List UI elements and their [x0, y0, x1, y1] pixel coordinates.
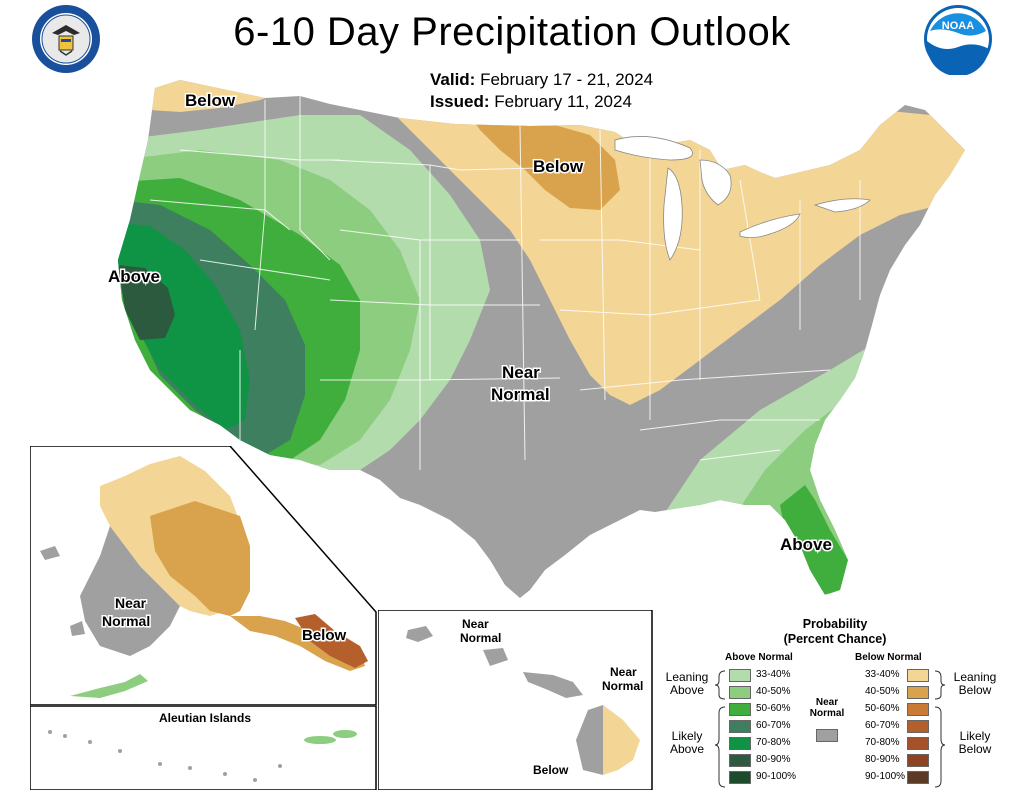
likely-above-1: Likely [671, 729, 703, 743]
valid-date-line: Valid: February 17 - 21, 2024 [430, 70, 653, 90]
above-bin-label-1: 40-50% [756, 686, 791, 697]
below-swatch-2 [907, 703, 929, 716]
above-bin-label-3: 60-70% [756, 720, 791, 731]
above-bin-label-2: 50-60% [756, 703, 791, 714]
florida-above-label: Above [780, 535, 832, 554]
hawaii-oahu [483, 648, 508, 666]
leaning-below-1: Leaning [953, 670, 997, 684]
near-normal-2: Normal [809, 708, 845, 719]
below-bin-label-5: 80-90% [865, 754, 900, 765]
above-swatch-2 [729, 703, 751, 716]
below-braces [934, 670, 946, 788]
valid-label: Valid: [430, 70, 476, 89]
hawaii-normal1-label: Normal [460, 631, 501, 645]
west-above-80-region [118, 265, 175, 340]
below-swatch-6 [907, 771, 929, 784]
above-swatch-4 [729, 737, 751, 750]
hawaii-below-label: Below [533, 763, 569, 777]
leaning-above-1: Leaning [665, 670, 709, 684]
likely-above-label: Likely Above [657, 730, 717, 756]
hawaii-near2-label: Near [610, 665, 637, 679]
alaska-island-2 [70, 621, 85, 636]
aleutian-islands-green [304, 730, 357, 744]
alaska-south-islands [70, 674, 148, 698]
hawaii-molokai-maui [523, 672, 583, 698]
north-below-label: Below [533, 157, 584, 176]
above-bin-label-5: 80-90% [756, 754, 791, 765]
aleutian-title: Aleutian Islands [159, 711, 251, 725]
below-swatch-1 [907, 686, 929, 699]
leaning-above-2: Above [669, 683, 705, 697]
valid-value: February 17 - 21, 2024 [480, 70, 654, 89]
page-title: 6-10 Day Precipitation Outlook [233, 10, 791, 54]
great-lakes [614, 136, 871, 261]
below-swatch-4 [907, 737, 929, 750]
alaska-below-darker-region [150, 501, 250, 616]
leaning-above-label: Leaning Above [657, 671, 717, 697]
hawaii-kauai [406, 626, 433, 642]
hawaii-big-island-west [576, 705, 603, 775]
below-bin-label-3: 60-70% [865, 720, 900, 731]
above-bin-label-4: 70-80% [756, 737, 791, 748]
normal-label: Normal [491, 385, 550, 404]
commerce-seal-logo [30, 3, 102, 75]
legend: Probability (Percent Chance) Above Norma… [655, 615, 1020, 791]
legend-title-1: Probability [802, 617, 868, 631]
likely-below-label: Likely Below [945, 730, 1005, 756]
likely-below-1: Likely [959, 729, 991, 743]
below-bin-label-4: 70-80% [865, 737, 900, 748]
west-above-label: Above [108, 267, 160, 286]
near-normal-1: Near [815, 697, 839, 708]
nw-below-label: Below [185, 91, 236, 110]
alaska-normal-label: Normal [102, 613, 150, 629]
likely-below-2: Below [958, 742, 992, 756]
above-swatch-0 [729, 669, 751, 682]
hawaii-inset: Near Normal Near Normal Below [378, 610, 653, 790]
florida-above-50-region [780, 485, 848, 595]
noaa-logo: NOAA [922, 3, 994, 77]
below-swatch-0 [907, 669, 929, 682]
issued-label: Issued: [430, 92, 490, 111]
below-swatch-3 [907, 720, 929, 733]
near-label: Near [502, 363, 540, 382]
below-bin-label-0: 33-40% [865, 669, 900, 680]
near-normal-swatch [816, 729, 838, 742]
state-borders [149, 96, 861, 470]
north-below-darker-region [470, 115, 620, 210]
near-normal-legend-label: Near Normal [807, 697, 847, 719]
above-swatch-1 [729, 686, 751, 699]
svg-text:NOAA: NOAA [942, 20, 974, 32]
below-bin-label-2: 50-60% [865, 703, 900, 714]
above-swatch-6 [729, 771, 751, 784]
issued-date-line: Issued: February 11, 2024 [430, 92, 632, 112]
likely-above-2: Above [669, 742, 705, 756]
alaska-panhandle-region [230, 616, 365, 671]
alaska-island-1 [40, 546, 60, 560]
above-swatch-5 [729, 754, 751, 767]
above-bin-label-6: 90-100% [756, 771, 797, 782]
below-swatch-5 [907, 754, 929, 767]
below-bin-label-1: 40-50% [865, 686, 900, 697]
hawaii-big-island-east [603, 705, 640, 775]
alaska-near-label: Near [115, 595, 147, 611]
above-swatch-3 [729, 720, 751, 733]
below-bin-label-6: 90-100% [865, 771, 906, 782]
aleutian-inset: Aleutian Islands [30, 706, 377, 790]
hawaii-near1-label: Near [462, 617, 489, 631]
legend-below-header: Below Normal [855, 652, 922, 663]
leaning-below-2: Below [958, 683, 992, 697]
above-bin-label-0: 33-40% [756, 669, 791, 680]
alaska-inset: Near Normal Below [30, 446, 377, 706]
hawaii-normal2-label: Normal [602, 679, 643, 693]
alaska-below-label: Below [302, 627, 347, 644]
above-braces [714, 670, 726, 788]
leaning-below-label: Leaning Below [945, 671, 1005, 697]
alaska-land-near-region [80, 516, 180, 656]
issued-value: February 11, 2024 [494, 92, 632, 111]
alaska-panhandle-likely-region [295, 614, 368, 668]
legend-above-header: Above Normal [725, 652, 793, 663]
legend-title-2: (Percent Chance) [783, 632, 887, 646]
aleutian-islands-shapes [48, 730, 282, 782]
